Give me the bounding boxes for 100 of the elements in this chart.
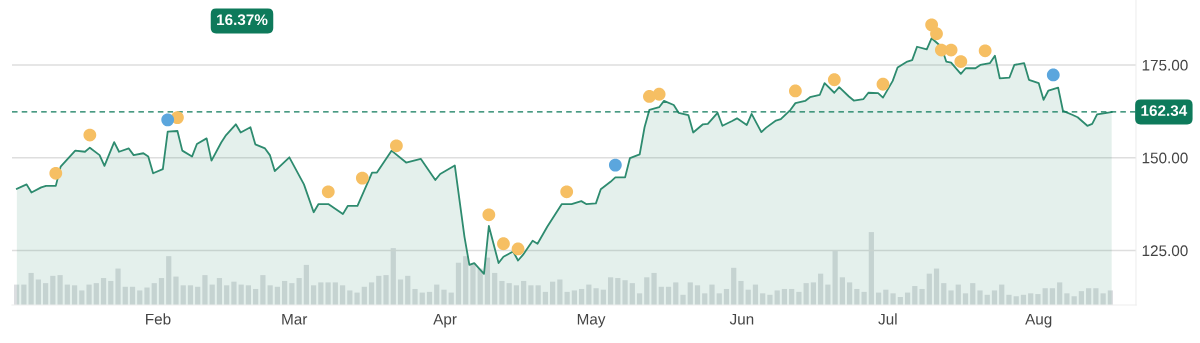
bar xyxy=(397,279,404,305)
bar xyxy=(1064,293,1070,305)
bar xyxy=(716,293,722,305)
point xyxy=(390,139,403,153)
bar xyxy=(557,279,563,305)
bar xyxy=(521,280,527,305)
bar xyxy=(14,284,20,305)
point xyxy=(954,55,968,68)
bar xyxy=(644,277,650,305)
point xyxy=(321,185,335,199)
bar xyxy=(999,284,1005,305)
bar xyxy=(441,289,447,305)
bar xyxy=(434,284,440,305)
bar xyxy=(818,273,824,305)
bar xyxy=(593,288,599,305)
bar xyxy=(636,293,643,305)
bar xyxy=(1078,291,1085,305)
bar xyxy=(260,275,266,305)
bar xyxy=(238,284,244,305)
bar xyxy=(651,272,657,305)
bar xyxy=(79,290,85,305)
bar xyxy=(810,282,817,305)
bar xyxy=(694,285,701,305)
bar xyxy=(709,284,715,305)
x-tick-label: Feb xyxy=(146,313,171,325)
bar xyxy=(93,283,99,305)
x-tick-label: May xyxy=(577,313,606,328)
bar xyxy=(224,285,230,305)
bar xyxy=(760,293,766,305)
bar xyxy=(1006,294,1012,305)
bar xyxy=(796,291,802,305)
point xyxy=(978,44,992,58)
bar xyxy=(282,280,288,305)
bar xyxy=(839,277,845,305)
bar xyxy=(702,293,708,305)
bar xyxy=(216,278,223,305)
bar xyxy=(622,280,628,305)
bar xyxy=(738,280,744,305)
bar xyxy=(86,284,92,305)
bar xyxy=(318,282,324,305)
bar xyxy=(629,283,635,305)
y-tick-label: 125.00 xyxy=(1142,245,1188,257)
bar xyxy=(1100,293,1106,305)
point xyxy=(652,87,666,101)
bar xyxy=(71,285,78,305)
point xyxy=(482,208,496,222)
bar xyxy=(35,279,41,305)
bar xyxy=(680,294,686,305)
point xyxy=(944,43,958,57)
bar xyxy=(1107,290,1113,305)
bar xyxy=(861,291,867,305)
y-tick-label: 175.00 xyxy=(1142,59,1188,71)
bar xyxy=(513,285,520,305)
bar xyxy=(774,290,780,305)
bar xyxy=(202,275,208,305)
point xyxy=(876,77,890,91)
x-tick-label: Aug xyxy=(1025,313,1052,328)
bar xyxy=(492,272,498,305)
x-tick-label: Jun xyxy=(729,313,754,325)
bar xyxy=(325,282,331,305)
bar xyxy=(368,282,375,305)
y-tick-label: 150.00 xyxy=(1142,152,1188,164)
bar xyxy=(267,285,273,305)
point xyxy=(827,73,841,87)
bar xyxy=(933,268,940,305)
bar xyxy=(506,283,512,305)
bar xyxy=(528,285,534,305)
bar xyxy=(180,285,186,305)
ref-line-label: 162.34 xyxy=(1141,105,1188,117)
bar xyxy=(767,294,773,305)
bar xyxy=(571,290,577,305)
bar xyxy=(310,285,317,305)
bar xyxy=(607,277,614,305)
bar xyxy=(231,281,237,305)
bar xyxy=(144,287,150,305)
bar xyxy=(1093,288,1099,305)
bar xyxy=(890,293,896,305)
bar xyxy=(347,290,353,305)
bar xyxy=(941,283,947,305)
bar xyxy=(158,278,165,305)
bar xyxy=(673,282,679,305)
bar xyxy=(50,275,56,305)
point xyxy=(1046,68,1060,82)
bar xyxy=(303,264,309,305)
bar xyxy=(535,285,541,305)
bar xyxy=(187,285,194,305)
bar xyxy=(100,278,107,305)
bar xyxy=(977,290,983,305)
bar xyxy=(919,288,925,305)
bar xyxy=(847,282,853,305)
bar xyxy=(1049,288,1056,305)
bar xyxy=(550,281,556,305)
bar xyxy=(1035,294,1041,305)
point xyxy=(511,242,525,256)
bar xyxy=(108,280,114,305)
bar xyxy=(21,284,27,305)
bar xyxy=(289,283,295,305)
bar xyxy=(752,284,759,305)
bar xyxy=(687,282,693,305)
bar xyxy=(339,285,346,305)
